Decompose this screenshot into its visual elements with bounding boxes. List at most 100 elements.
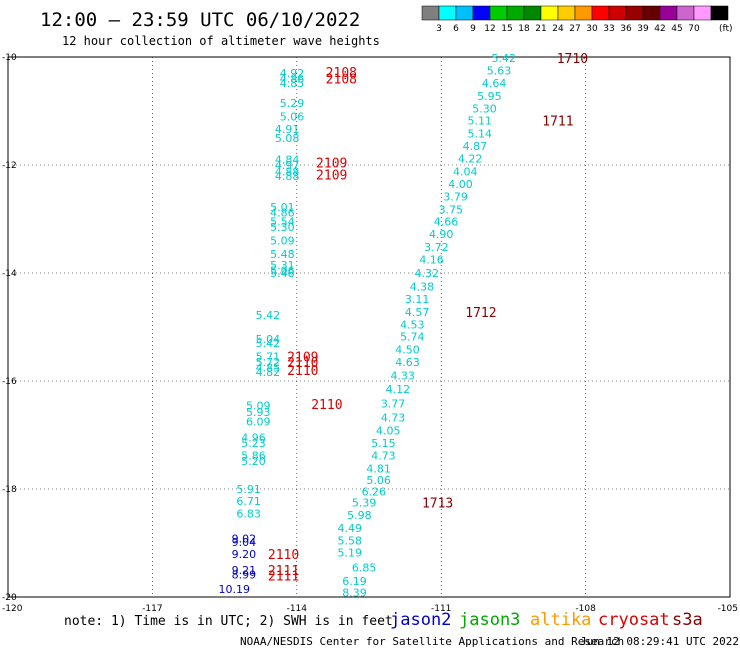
wave-height-label: 5.86 — [241, 450, 266, 463]
wave-height-label: 5.06 — [366, 474, 391, 487]
pass-number-label: 2110 — [287, 364, 318, 379]
wave-height-label: 5.08 — [275, 132, 300, 145]
wave-height-label: 4.16 — [419, 254, 444, 267]
legend-altika: altika — [530, 610, 591, 630]
wave-height-label: 5.48 — [270, 248, 295, 261]
wave-height-label: 4.49 — [337, 522, 362, 535]
wave-height-label: 5.93 — [246, 406, 271, 419]
wave-height-label: 6.85 — [352, 561, 377, 574]
wave-height-label: 5.42 — [256, 337, 281, 350]
pass-number-label: 2110 — [268, 548, 299, 563]
color-scale-swatch — [676, 5, 695, 21]
wave-height-label: 5.95 — [477, 90, 502, 103]
color-scale-label: 21 — [535, 24, 546, 34]
color-scale-bar: 3 6 9 12 15 18 21 24 27 30 33 36 39 42 45 70 — [421, 5, 729, 34]
wave-height-label: 4.91 — [275, 123, 300, 136]
footer-note: note: 1) Time is in UTC; 2) SWH is in fe… — [64, 614, 393, 629]
wave-height-label: 5.11 — [467, 115, 492, 128]
pass-number-label: 2111 — [268, 569, 299, 584]
y-tick-label: -14 — [2, 269, 17, 279]
wave-height-label: 9.04 — [232, 536, 257, 549]
color-scale-swatch — [472, 5, 491, 21]
color-scale-unit: (ft) — [719, 24, 733, 34]
pass-number-labels: 2108210821092109210921102110211021102111… — [268, 52, 588, 584]
wave-height-label: 4.85 — [280, 77, 305, 90]
wave-height-label: 5.71 — [256, 351, 281, 364]
wave-height-label: 5.74 — [400, 331, 425, 344]
pass-number-label: 2111 — [268, 564, 299, 579]
color-scale-swatch — [693, 5, 712, 21]
color-scale-label: 30 — [586, 24, 598, 34]
pass-number-label: 1710 — [557, 52, 588, 67]
wave-height-label: 5.72 — [256, 356, 281, 369]
wave-height-label: 5.14 — [467, 128, 492, 141]
wave-height-label: 9.21 — [232, 564, 257, 577]
wave-height-label: 4.22 — [458, 153, 483, 166]
wave-height-label: 4.87 — [463, 140, 488, 153]
pass-number-label: 1712 — [465, 306, 496, 321]
wave-height-label: 3.77 — [381, 398, 406, 411]
color-scale-label: 9 — [470, 24, 476, 34]
color-scale-swatch — [540, 5, 559, 21]
chart-subtitle: 12 hour collection of altimeter wave hei… — [62, 34, 380, 48]
color-scale-label: 18 — [518, 24, 530, 34]
color-scale-label: 15 — [501, 24, 512, 34]
wave-height-label: 5.42 — [256, 309, 281, 322]
color-scale-label: 39 — [637, 24, 649, 34]
wave-height-label: 6.09 — [246, 416, 271, 429]
wave-height-label: 4.84 — [275, 154, 300, 167]
wave-height-label: 4.50 — [395, 344, 420, 357]
plot-gridlines — [8, 57, 730, 597]
wave-height-label: 5.30 — [270, 221, 295, 234]
wave-height-label: 5.09 — [246, 399, 271, 412]
pass-number-label: 2108 — [326, 66, 357, 81]
wave-height-label: 4.00 — [448, 178, 473, 191]
wave-height-label: 5.39 — [352, 497, 377, 510]
y-tick-label: -18 — [2, 485, 17, 495]
pass-number-label: 2109 — [316, 169, 347, 184]
color-scale-swatch — [574, 5, 593, 21]
wave-height-label: 5.91 — [236, 483, 261, 496]
wave-height-label: 6.26 — [362, 486, 387, 499]
wave-height-label: 6.19 — [342, 575, 367, 588]
wave-height-label: 4.33 — [390, 370, 415, 383]
y-tick-label: -12 — [2, 161, 17, 171]
axis-tick-labels: -10 -12 -14 -16 -18 -20-120 -117 -114 -111 -108 -1… — [2, 53, 738, 614]
wave-height-label: 3.11 — [405, 293, 430, 306]
wave-height-label: 4.88 — [275, 165, 300, 178]
color-scale-swatch — [608, 5, 627, 21]
color-scale-swatch — [642, 5, 661, 21]
color-scale-swatch — [591, 5, 610, 21]
color-scale-swatch — [710, 5, 729, 21]
wave-height-label: 5.29 — [280, 97, 305, 110]
wave-height-label: 4.53 — [400, 318, 425, 331]
color-scale-swatch — [625, 5, 644, 21]
satellite-legend: jason2 jason3 altika cryosat s3a — [390, 610, 703, 630]
wave-height-label: 4.85 — [256, 362, 281, 375]
wave-height-label: 6.71 — [236, 495, 261, 508]
wave-height-label: 4.90 — [429, 228, 454, 241]
wave-height-label: 5.30 — [472, 102, 497, 115]
wave-height-label: 5.23 — [241, 437, 266, 450]
y-tick-label: -20 — [2, 593, 17, 603]
wave-height-label: 4.32 — [415, 267, 440, 280]
wave-height-label: 4.64 — [482, 77, 507, 90]
wave-height-label: 4.88 — [275, 170, 300, 183]
wave-height-label: 9.20 — [232, 548, 257, 561]
wave-height-label: 4.05 — [376, 425, 401, 438]
wave-height-label: 8.39 — [342, 587, 367, 600]
wave-height-label: 5.58 — [337, 534, 362, 547]
wave-height-label: 4.12 — [386, 383, 411, 396]
wave-height-label: 4.73 — [371, 450, 396, 463]
wave-height-label: 5.20 — [241, 455, 266, 468]
wave-height-label: 3.75 — [439, 203, 464, 216]
wave-height-label: 5.31 — [270, 259, 295, 272]
wave-height-label: 5.42 — [492, 52, 517, 65]
wave-height-label: 4.81 — [366, 462, 391, 475]
pass-number-label: 1711 — [542, 115, 573, 130]
color-scale-label: 42 — [654, 24, 665, 34]
color-scale-label: 36 — [620, 24, 632, 34]
wave-height-label: 5.54 — [270, 216, 295, 229]
color-scale-label: 12 — [484, 24, 495, 34]
